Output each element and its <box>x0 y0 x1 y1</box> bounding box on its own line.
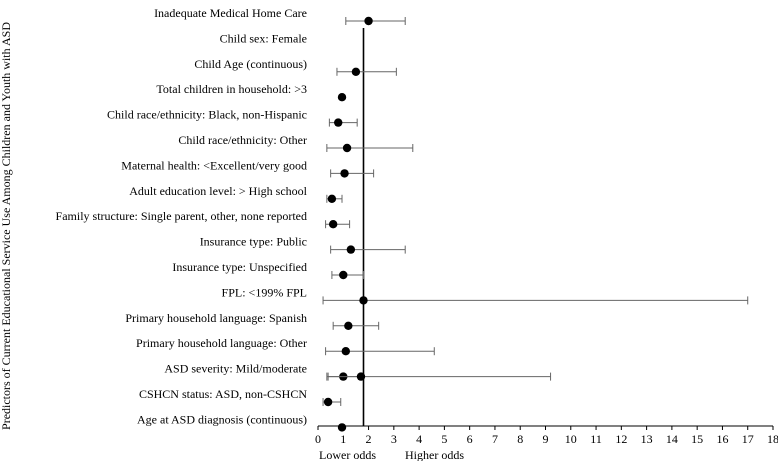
row-label: Child sex: Female <box>220 31 307 45</box>
x-tick-label: 7 <box>492 432 498 446</box>
x-tick-label: 12 <box>615 432 627 446</box>
row-label: Child race/ethnicity: Black, non-Hispani… <box>107 108 307 122</box>
odds-ratio-point <box>337 93 347 102</box>
odds-ratio-point <box>339 270 348 280</box>
odds-ratio-point <box>359 296 368 305</box>
x-tick-label: 3 <box>391 432 397 446</box>
row-label: FPL: <199% FPL <box>222 285 307 299</box>
row-label: Child Age (continuous) <box>194 57 307 71</box>
row-label: Inadequate Medical Home Care <box>154 6 307 20</box>
x-tick-label: 11 <box>590 432 602 446</box>
odds-ratio-point <box>327 194 337 203</box>
odds-ratio-point <box>346 245 356 254</box>
x-tick-label: 10 <box>565 432 577 446</box>
row-label: Insurance type: Public <box>200 235 307 249</box>
row-label: Total children in household: >3 <box>156 82 307 96</box>
odds-ratio-point <box>341 347 351 356</box>
higher-odds-label: Higher odds <box>405 448 464 461</box>
row-label: Child race/ethnicity: Other <box>178 133 307 147</box>
odds-ratio-point <box>356 372 366 381</box>
x-tick-label: 18 <box>767 432 778 446</box>
row-label: Maternal health: <Excellent/very good <box>121 158 307 172</box>
odds-ratio-point <box>344 321 353 330</box>
odds-ratio-point <box>364 16 373 26</box>
odds-ratio-point <box>328 220 338 229</box>
x-tick-label: 14 <box>666 432 678 446</box>
row-label: Primary household language: Other <box>136 336 307 350</box>
odds-ratio-point <box>340 169 349 178</box>
x-tick-label: 16 <box>716 432 728 446</box>
x-axis: 0 1 2 3 4 5 6 7 8 9 10 11 12 13 14 15 16 17 18 <box>315 425 778 446</box>
odds-ratio-point <box>337 423 347 432</box>
row-label: Age at ASD diagnosis (continuous) <box>137 412 307 426</box>
x-tick-label: 15 <box>691 432 703 446</box>
x-tick-label: 8 <box>517 432 523 446</box>
lower-odds-label: Lower odds <box>319 448 376 461</box>
y-axis-label: Predictors of Current Educational Servic… <box>0 22 13 430</box>
row-labels: Inadequate Medical Home Care Child sex: F… <box>56 6 308 426</box>
x-tick-label: 1 <box>340 432 346 446</box>
x-tick-label: 6 <box>467 432 473 446</box>
row-label: ASD severity: Mild/moderate <box>164 362 307 376</box>
row-label: Family structure: Single parent, other, … <box>56 209 307 223</box>
chart-marks <box>322 16 749 432</box>
x-tick-label: 13 <box>641 432 653 446</box>
odds-ratio-point <box>342 143 352 153</box>
row-label: Primary household language: Spanish <box>125 311 307 325</box>
row-label: Insurance type: Unspecified <box>172 260 307 274</box>
x-tick-label: 4 <box>416 432 422 446</box>
odds-ratio-point <box>323 397 333 407</box>
row-label: Adult education level: > High school <box>129 184 307 198</box>
odds-ratio-point <box>351 67 361 77</box>
x-tick-label: 9 <box>543 432 549 446</box>
x-tick-label: 5 <box>441 432 447 446</box>
x-tick-label: 0 <box>315 432 321 446</box>
x-tick-label: 2 <box>366 432 372 446</box>
odds-ratio-point <box>334 118 343 127</box>
row-label: CSHCN status: ASD, non-CSHCN <box>139 387 307 401</box>
x-tick-label: 17 <box>742 432 754 446</box>
